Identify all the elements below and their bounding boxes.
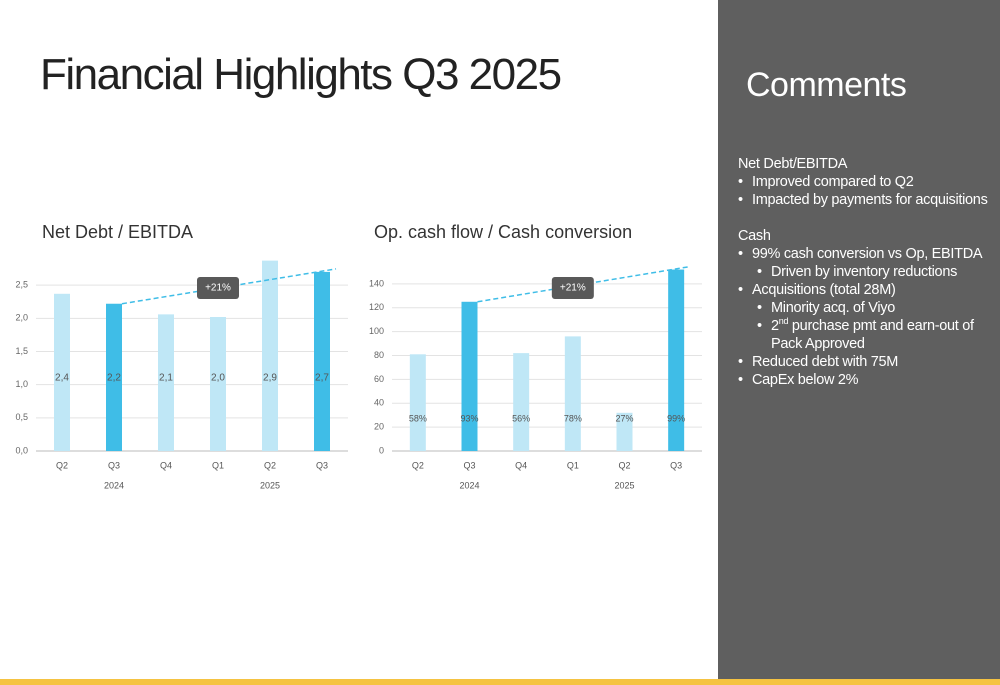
comment-item: Impacted by payments for acquisitions — [738, 191, 1000, 209]
comment-section: Cash 99% cash conversion vs Op, EBITDA Dri… — [738, 227, 1000, 389]
comment-item: Acquisitions (total 28M) — [738, 281, 1000, 299]
x-tick-label: Q2 — [56, 460, 68, 470]
charts: Net Debt / EBITDA 0,0 0,5 1,0 1,5 2,0 2,5 Q2 2,4… — [15, 222, 702, 490]
comment-text: Driven by inventory reductions — [771, 264, 958, 280]
annotation: +21% — [560, 283, 586, 294]
bar — [513, 353, 530, 451]
y-tick-label: 40 — [374, 398, 384, 408]
bar-label: 58% — [409, 413, 427, 423]
x-tick-label: Q3 — [108, 460, 120, 470]
bar — [564, 336, 581, 451]
year-label: 2025 — [614, 480, 634, 490]
comment-text: Improved compared to Q2 — [752, 174, 914, 190]
slide-title: Financial Highlights Q3 2025 — [40, 50, 562, 99]
comment-text: Minority acq. of Viyo — [771, 300, 895, 316]
comment-text: 2 — [771, 318, 779, 334]
comment-text: Impacted by payments for acquisitions — [752, 192, 988, 208]
comment-heading: Cash — [738, 228, 771, 244]
comment-text: 99% cash conversion vs Op, EBITDA — [752, 246, 983, 262]
bar — [262, 260, 278, 451]
y-tick-label: 20 — [374, 422, 384, 432]
x-tick-label: Q3 — [316, 460, 328, 470]
y-tick-label: 140 — [369, 278, 384, 288]
bar — [616, 412, 633, 451]
year-label: 2024 — [459, 480, 479, 490]
y-tick-label: 80 — [374, 350, 384, 360]
bar — [54, 293, 70, 451]
comments-panel: Comments Net Debt/EBITDA Improved compare… — [718, 0, 1000, 679]
y-tick-label: 1,0 — [15, 379, 28, 389]
bar — [158, 314, 174, 451]
comment-item: CapEx below 2% — [738, 371, 1000, 389]
value-label: 2,9 — [263, 373, 277, 384]
y-tick-label: 60 — [374, 374, 384, 384]
x-tick-label: Q3 — [670, 460, 682, 470]
chart-title: Op. cash flow / Cash conversion — [374, 222, 632, 242]
y-tick-label: 0,5 — [15, 412, 28, 422]
comment-sup: nd — [778, 316, 789, 327]
comment-item: Minority acq. of Viyo — [738, 299, 1000, 317]
comment-text: Acquisitions (total 28M) — [752, 282, 896, 298]
bar — [106, 303, 122, 451]
bar — [668, 269, 685, 451]
y-tick-label: 100 — [369, 326, 384, 336]
comment-text: purchase pmt and earn-out of Pack Approv… — [771, 318, 974, 352]
year-label: 2024 — [104, 480, 124, 490]
x-tick-label: Q4 — [160, 460, 172, 470]
x-tick-label: Q2 — [412, 460, 424, 470]
comment-item: 2nd purchase pmt and earn-out of Pack Ap… — [738, 317, 1000, 353]
bar — [409, 354, 426, 451]
annotation: +21% — [205, 283, 231, 294]
value-label: 2,0 — [211, 373, 225, 384]
annotation-box — [551, 277, 594, 299]
value-label: 2,4 — [55, 373, 69, 384]
y-tick-label: 0 — [379, 445, 384, 455]
comment-item: 99% cash conversion vs Op, EBITDA — [738, 245, 1000, 263]
bar-label: 93% — [460, 413, 478, 423]
x-tick-label: Q1 — [567, 460, 579, 470]
bar-label: 78% — [564, 413, 582, 423]
comments-list: Net Debt/EBITDA Improved compared to Q2 Im… — [738, 155, 1000, 407]
comment-text: CapEx below 2% — [752, 372, 859, 388]
footer-bar — [0, 679, 1000, 685]
chart-title: Net Debt / EBITDA — [42, 222, 193, 242]
comment-section: Net Debt/EBITDA Improved compared to Q2 Im… — [738, 155, 1000, 209]
comments-title: Comments — [746, 66, 907, 104]
x-tick-label: Q2 — [264, 460, 276, 470]
comment-item: Driven by inventory reductions — [738, 263, 1000, 281]
bar — [461, 301, 478, 451]
x-tick-label: Q2 — [618, 460, 630, 470]
year-label: 2025 — [260, 480, 280, 490]
annotation-box — [197, 277, 239, 299]
comment-item: Improved compared to Q2 — [738, 173, 1000, 191]
y-tick-label: 2,0 — [15, 313, 28, 323]
x-tick-label: Q1 — [212, 460, 224, 470]
value-label: 2,2 — [107, 373, 121, 384]
bar-label: 27% — [615, 413, 633, 423]
x-tick-label: Q3 — [463, 460, 475, 470]
bar — [210, 317, 226, 451]
bar-label: 99% — [667, 413, 685, 423]
comment-text: Reduced debt with 75M — [752, 354, 899, 370]
y-tick-label: 2,5 — [15, 280, 28, 290]
bar — [314, 271, 330, 451]
y-tick-label: 1,5 — [15, 346, 28, 356]
x-tick-label: Q4 — [515, 460, 527, 470]
value-label: 2,1 — [159, 373, 173, 384]
comment-heading: Net Debt/EBITDA — [738, 156, 848, 172]
bar-label: 56% — [512, 413, 530, 423]
y-tick-label: 120 — [369, 302, 384, 312]
comment-item: Reduced debt with 75M — [738, 353, 1000, 371]
value-label: 2,7 — [315, 373, 329, 384]
y-tick-label: 0,0 — [15, 445, 28, 455]
